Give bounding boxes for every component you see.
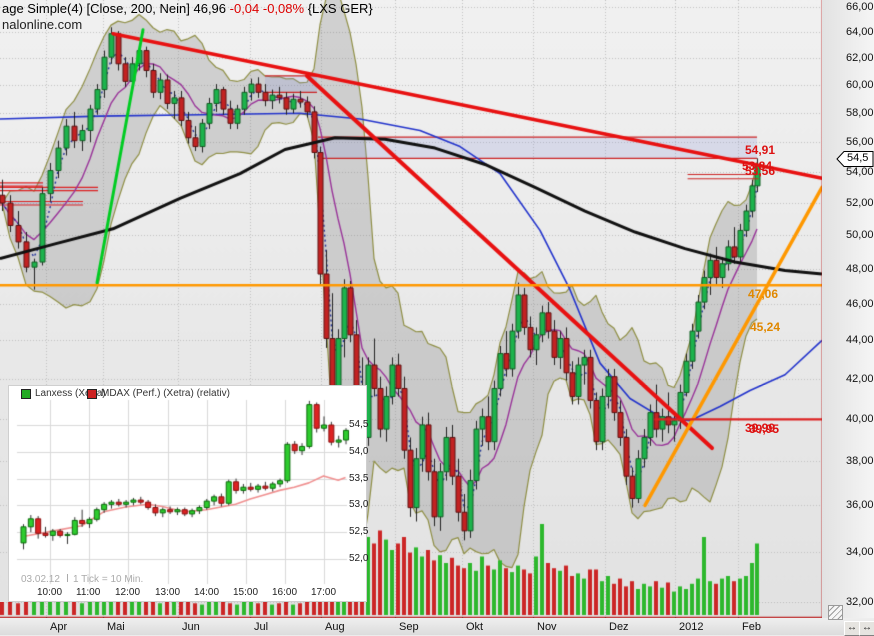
- inset-tick-info: 1 Tick = 10 Min.: [72, 574, 144, 585]
- y-axis-label: 38,00: [846, 454, 874, 467]
- price-level-label: 45,24: [750, 319, 781, 334]
- h-scroll-button-left[interactable]: ↔: [844, 621, 860, 636]
- legend-label: MDAX (Perf.) (Xetra) (relativ): [101, 388, 230, 399]
- inset-time-label: 11:00: [76, 587, 101, 598]
- resize-grip[interactable]: [828, 605, 843, 620]
- inset-time-label: 14:00: [194, 587, 220, 598]
- x-axis-label: Okt: [466, 621, 484, 633]
- price-level-label: 39,99: [745, 420, 776, 435]
- legend-label: Lanxess (Xetra): [35, 388, 106, 399]
- watermark-text: nalonline.com: [2, 17, 83, 32]
- inset-date: 03.02.12: [21, 574, 60, 585]
- inset-time-label: 15:00: [233, 587, 259, 598]
- x-axis-label: Dez: [609, 621, 629, 633]
- y-axis-label: 50,00: [846, 229, 874, 242]
- price-level-label: 53,56: [745, 163, 776, 178]
- indicator-change: -0,04 -0,08%: [229, 1, 305, 16]
- price-axis[interactable]: 66,00 64,00 62,00 60,00 58,00 56,00 54,00 52,00…: [822, 0, 874, 618]
- price-level-label: 47,06: [748, 287, 779, 302]
- inset-time-label: 10:00: [37, 587, 63, 598]
- x-axis-label: Jul: [254, 621, 269, 633]
- inset-price-label: 53,5: [349, 472, 369, 484]
- y-axis-label: 44,00: [846, 334, 874, 347]
- indicator-text: age Simple(4) [Close, 200, Nein] 46,96: [2, 1, 230, 16]
- inset-time-label: 17:00: [311, 587, 337, 598]
- inset-time-label: 12:00: [115, 587, 141, 598]
- inset-price-label: 52,0: [349, 553, 369, 564]
- h-scroll-button-right[interactable]: ↔: [859, 621, 874, 636]
- inset-price-label: 52,5: [349, 526, 369, 538]
- x-axis-label: Aug: [325, 621, 345, 633]
- inset-time-label: 13:00: [155, 587, 181, 598]
- y-axis-label: 60,00: [846, 79, 874, 92]
- y-axis-label: 32,00: [846, 596, 874, 609]
- time-axis[interactable]: Apr Mai Jun Jul Aug Sep Okt Nov Dez 2012 Feb: [0, 618, 874, 635]
- y-axis-label: 64,00: [846, 26, 874, 39]
- symbol-label: {LXS GER}: [304, 1, 373, 16]
- y-axis-label: 42,00: [846, 372, 874, 385]
- x-axis-label: Nov: [537, 621, 557, 633]
- y-axis-label: 46,00: [846, 297, 874, 310]
- y-axis-label: 54,00: [846, 166, 874, 179]
- intraday-chart-canvas[interactable]: [9, 386, 366, 601]
- indicator-legend: age Simple(4) [Close, 200, Nein] 46,96 -…: [2, 1, 373, 16]
- y-axis-label: 62,00: [846, 52, 874, 65]
- footer-divider: [66, 574, 68, 582]
- x-axis-label: Apr: [50, 621, 68, 633]
- x-axis-label: 2012: [679, 621, 704, 633]
- price-level-label: 54,91: [745, 143, 776, 158]
- y-axis-label: 36,00: [846, 499, 874, 512]
- price-level-label: 53,84: [742, 159, 773, 174]
- x-axis-label: Jun: [182, 621, 200, 633]
- x-axis-label: Sep: [399, 621, 419, 633]
- pointer-arrow-icon: [836, 151, 874, 167]
- mdax-swatch-icon: [87, 388, 97, 399]
- y-axis-label: 58,00: [846, 107, 874, 120]
- x-axis-label: Feb: [742, 621, 761, 633]
- y-axis-label: 34,00: [846, 546, 874, 559]
- y-axis-label: 40,00: [846, 412, 874, 425]
- legend-item-lanxess: Lanxess (Xetra): [21, 388, 106, 399]
- y-axis-label: 66,00: [846, 1, 874, 14]
- current-price-pointer: 54,5: [836, 150, 874, 168]
- y-axis-label: 52,00: [846, 197, 874, 210]
- intraday-inset-panel[interactable]: Lanxess (Xetra) MDAX (Perf.) (Xetra) (re…: [8, 385, 369, 602]
- price-level-label: 39,95: [749, 421, 780, 436]
- y-axis-label: 56,00: [846, 136, 874, 149]
- inset-time-label: 16:00: [272, 587, 298, 598]
- inset-price-label: 54,0: [349, 445, 369, 457]
- lanxess-swatch-icon: [21, 388, 31, 399]
- current-price-value: 54,5: [847, 152, 869, 164]
- legend-item-mdax: MDAX (Perf.) (Xetra) (relativ): [87, 388, 230, 399]
- inset-footer: 03.02.12 1 Tick = 10 Min.: [21, 574, 143, 585]
- x-axis-label: Mai: [107, 621, 125, 633]
- inset-price-label: 54,5: [349, 419, 369, 430]
- y-axis-label: 48,00: [846, 262, 874, 275]
- inset-price-label: 53,0: [349, 499, 369, 511]
